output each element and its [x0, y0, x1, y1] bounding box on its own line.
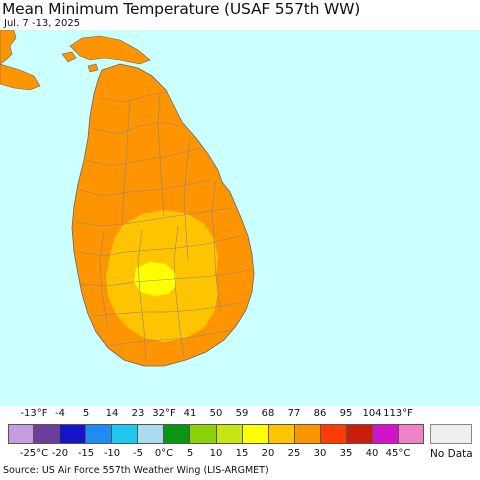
legend-swatch	[86, 424, 113, 444]
legend-swatch	[164, 424, 191, 444]
no-data-label: No Data	[430, 448, 473, 460]
legend-swatch	[190, 424, 217, 444]
legend-tick-label: 41	[183, 408, 197, 419]
legend-tick-label: 59	[235, 408, 249, 419]
legend-tick-label: 14	[105, 408, 119, 419]
legend-tick-label: 10	[209, 448, 223, 459]
legend-tick-label: 32°F	[152, 408, 176, 419]
temperature-map	[0, 30, 480, 406]
india-mainland	[0, 30, 17, 65]
legend-swatch	[138, 424, 165, 444]
legend-tick-label: 0°C	[154, 448, 174, 459]
legend-tick-label: 68	[261, 408, 275, 419]
legend-tick-label: 45°C	[385, 448, 411, 459]
no-data-swatch	[430, 424, 472, 444]
legend-tick-label: -4	[55, 408, 65, 419]
date-range: Jul. 7 -13, 2025	[4, 18, 81, 29]
fahrenheit-scale: -13°F -4 5 14 23 32°F 41 50 59 68 77 86 95 104 113°F	[0, 408, 480, 420]
island-1	[61, 51, 77, 63]
legend-tick-label: 23	[131, 408, 145, 419]
legend-tick-label: 40	[365, 448, 379, 459]
legend-tick-label: -5	[133, 448, 143, 459]
island-2	[87, 63, 99, 73]
legend-tick-label: 50	[209, 408, 223, 419]
legend-swatch	[60, 424, 87, 444]
legend-tick-label: 86	[313, 408, 327, 419]
legend-color-bar	[8, 424, 424, 444]
legend-swatch	[372, 424, 399, 444]
legend-tick-label: 25	[287, 448, 301, 459]
legend-swatch	[216, 424, 243, 444]
legend-swatch	[112, 424, 139, 444]
legend-tick-label: -13°F	[20, 408, 48, 419]
legend-tick-label: 104	[362, 408, 382, 419]
legend-tick-label: 15	[235, 448, 249, 459]
legend-swatch	[34, 424, 61, 444]
source-credit: Source: US Air Force 557th Weather Wing …	[3, 465, 269, 476]
legend-tick-label: -10	[103, 448, 121, 459]
legend-tick-label: -15	[77, 448, 95, 459]
celsius-scale: -25°C -20 -15 -10 -5 0°C 5 10 15 20 25 30 35 40 45°C	[0, 448, 480, 460]
legend-tick-label: 77	[287, 408, 301, 419]
temperature-legend: -13°F -4 5 14 23 32°F 41 50 59 68 77 86 95 104 113°F N…	[0, 406, 480, 464]
legend-swatch	[8, 424, 35, 444]
jaffna-peninsula	[69, 35, 151, 65]
map-canvas	[0, 30, 480, 406]
legend-tick-label: 20	[261, 448, 275, 459]
india-tip	[0, 63, 41, 91]
legend-swatch	[398, 424, 424, 444]
legend-tick-label: 30	[313, 448, 327, 459]
legend-tick-label: -20	[51, 448, 69, 459]
district-boundaries	[75, 91, 251, 363]
legend-tick-label: 113°F	[383, 408, 413, 419]
map-title: Mean Minimum Temperature (USAF 557th WW)	[2, 0, 361, 18]
legend-tick-label: 95	[339, 408, 353, 419]
legend-swatch	[268, 424, 295, 444]
legend-tick-label: 5	[186, 448, 194, 459]
legend-tick-label: 35	[339, 448, 353, 459]
cool-highland-zone	[134, 262, 176, 296]
legend-tick-label: 5	[82, 408, 90, 419]
legend-tick-label: -25°C	[19, 448, 49, 459]
legend-swatch	[242, 424, 269, 444]
legend-swatch	[294, 424, 321, 444]
legend-swatch	[320, 424, 347, 444]
legend-swatch	[346, 424, 373, 444]
